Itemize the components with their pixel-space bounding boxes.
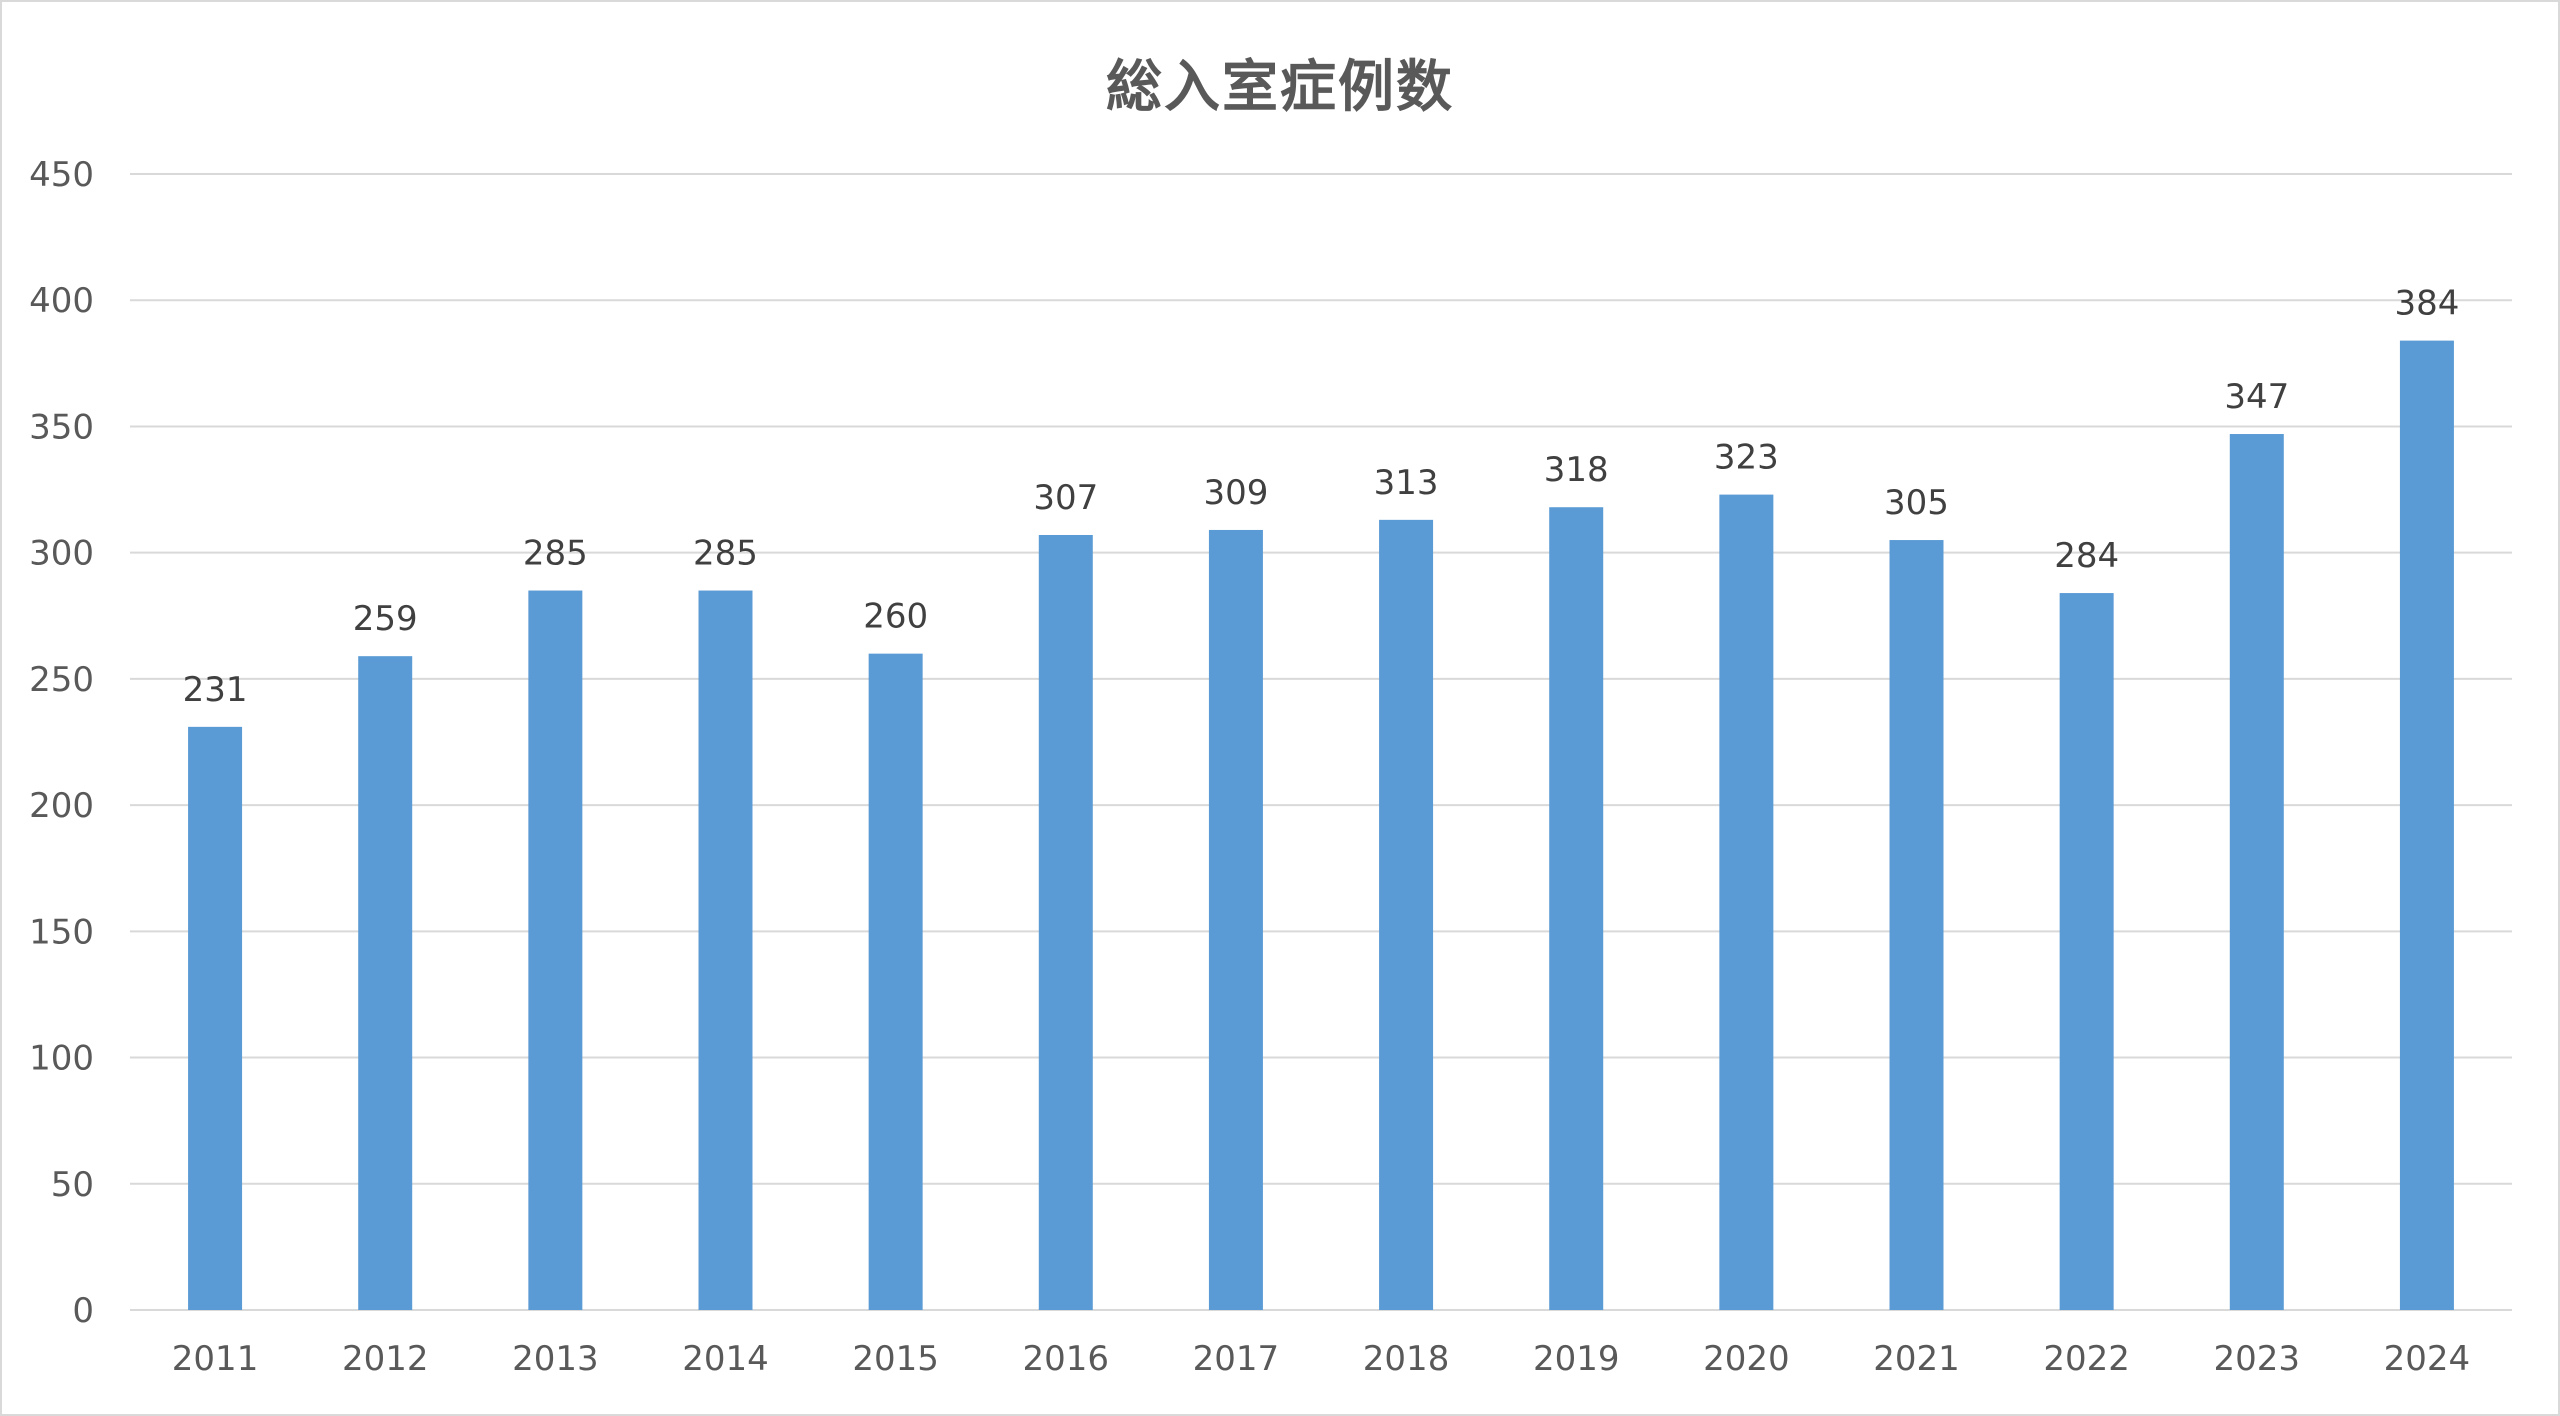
bar-2020 <box>1719 494 1774 1310</box>
y-tick-label: 150 <box>29 912 94 952</box>
x-tick-label-2013: 2013 <box>512 1339 599 1379</box>
data-label-2014: 285 <box>693 534 758 574</box>
x-tick-label-2023: 2023 <box>2214 1339 2301 1379</box>
bar-2016 <box>1038 534 1093 1310</box>
y-tick-label: 0 <box>72 1291 94 1331</box>
x-tick-label-2018: 2018 <box>1363 1339 1450 1379</box>
bar-2014 <box>698 590 753 1310</box>
y-tick-label: 200 <box>29 786 94 826</box>
y-tick-label: 350 <box>29 407 94 447</box>
bar-2022 <box>2059 593 2114 1310</box>
y-tick-label: 250 <box>29 660 94 700</box>
x-tick-label-2020: 2020 <box>1703 1339 1790 1379</box>
x-tick-label-2024: 2024 <box>2384 1339 2471 1379</box>
data-label-2011: 231 <box>183 670 248 710</box>
data-label-2023: 347 <box>2224 377 2289 417</box>
y-axis-ticks: 0 50 100 150 200 250 300 350 400 450 <box>29 155 94 1331</box>
x-tick-label-2016: 2016 <box>1023 1339 1110 1379</box>
x-tick-label-2012: 2012 <box>342 1339 429 1379</box>
x-tick-label-2019: 2019 <box>1533 1339 1620 1379</box>
bar-2011 <box>188 726 243 1310</box>
data-label-2019: 318 <box>1544 450 1609 490</box>
data-label-2022: 284 <box>2054 536 2119 576</box>
y-tick-label: 450 <box>29 155 94 195</box>
data-label-2018: 313 <box>1374 463 1439 503</box>
bar-2023 <box>2229 434 2284 1310</box>
x-tick-label-2021: 2021 <box>1873 1339 1960 1379</box>
data-label-2020: 323 <box>1714 438 1779 478</box>
bars <box>188 340 2454 1310</box>
x-tick-label-2022: 2022 <box>2043 1339 2130 1379</box>
y-tick-label: 100 <box>29 1039 94 1079</box>
x-tick-label-2017: 2017 <box>1193 1339 1280 1379</box>
bar-2018 <box>1379 519 1434 1310</box>
data-labels: 231 259 285 285 260 307 309 313 318 323 305 284 347 3… <box>183 284 2460 710</box>
data-label-2016: 307 <box>1033 478 1098 518</box>
data-label-2017: 309 <box>1203 473 1268 513</box>
y-tick-label: 400 <box>29 281 94 321</box>
y-tick-label: 50 <box>51 1165 94 1205</box>
data-label-2021: 305 <box>1884 483 1949 523</box>
x-tick-label-2014: 2014 <box>682 1339 769 1379</box>
chart-title: 総入室症例数 <box>1106 55 1454 120</box>
bar-2012 <box>358 656 413 1310</box>
bar-2024 <box>2399 340 2454 1310</box>
x-axis-ticks: 2011 2012 2013 2014 2015 2016 2017 2018 2019 2020… <box>172 1339 2470 1379</box>
y-tick-label: 300 <box>29 534 94 574</box>
bar-2019 <box>1549 507 1604 1310</box>
data-label-2015: 260 <box>863 597 928 637</box>
data-label-2012: 259 <box>353 599 418 639</box>
data-label-2013: 285 <box>523 534 588 574</box>
x-tick-label-2011: 2011 <box>172 1339 259 1379</box>
bar-2013 <box>528 590 583 1310</box>
bar-2015 <box>868 653 923 1310</box>
bar-2017 <box>1208 529 1263 1310</box>
bar-2021 <box>1889 540 1944 1310</box>
x-tick-label-2015: 2015 <box>852 1339 939 1379</box>
data-label-2024: 384 <box>2394 284 2459 324</box>
grid-lines <box>130 173 2512 1311</box>
